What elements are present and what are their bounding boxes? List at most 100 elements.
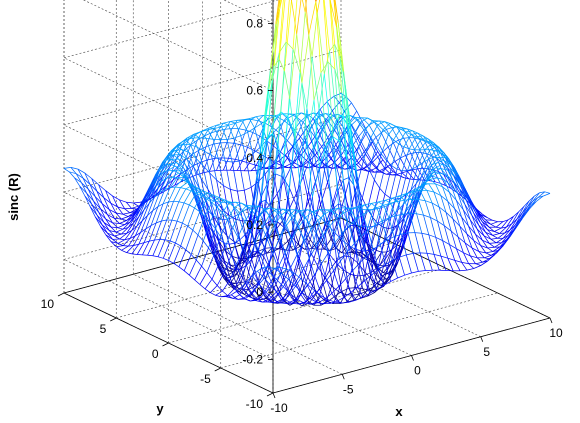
surface-mesh-segment (337, 179, 344, 191)
surface-mesh-segment (119, 223, 125, 225)
surface-mesh-segment (305, 217, 312, 230)
surface-mesh-segment (105, 218, 112, 228)
surface-mesh-segment (309, 219, 316, 240)
surface-mesh-segment (230, 268, 237, 271)
surface-mesh-segment (469, 255, 476, 264)
surface-mesh-segment (437, 177, 445, 181)
surface-mesh-segment (396, 236, 403, 245)
surface-mesh-segment (348, 128, 355, 186)
surface-mesh-segment (385, 197, 393, 201)
surface-mesh-segment (367, 230, 374, 250)
x-tick-label: 5 (483, 345, 490, 359)
surface-mesh-segment (298, 256, 306, 273)
z-tick-label: 0.6 (246, 84, 263, 98)
surface-mesh-segment (261, 141, 268, 196)
surface-mesh-segment (353, 209, 360, 224)
surface-mesh-segment (327, 225, 335, 247)
surface-mesh-segment (284, 0, 292, 72)
surface-mesh-segment (336, 297, 345, 302)
surface-mesh-segment (211, 130, 219, 134)
surface-mesh-segment (278, 59, 285, 72)
surface-mesh-segment (306, 108, 315, 151)
surface-mesh-segment (164, 219, 173, 240)
surface-mesh-segment (381, 220, 388, 241)
surface-mesh-segment (201, 192, 209, 197)
surface-mesh-segment (334, 216, 341, 234)
surface-mesh-segment (445, 174, 452, 186)
surface-mesh-segment (364, 203, 372, 206)
surface-mesh-segment (353, 144, 361, 158)
surface-mesh-segment (284, 253, 291, 269)
surface-mesh-segment (375, 132, 382, 138)
surface-mesh-segment (301, 258, 310, 272)
surface-mesh-segment (176, 146, 183, 150)
surface-mesh-segment (115, 228, 124, 233)
surface-mesh-segment (499, 226, 507, 234)
surface-mesh-segment (225, 128, 233, 130)
surface-mesh-segment (296, 254, 303, 272)
surface-mesh-segment (231, 119, 238, 129)
surface-mesh-segment (256, 208, 265, 218)
surface-mesh-segment (242, 231, 251, 249)
surface-mesh-segment (156, 220, 162, 224)
surface-mesh-segment (261, 241, 270, 264)
surface-mesh-segment (450, 230, 457, 249)
surface-mesh-segment (112, 195, 119, 208)
surface-mesh-segment (405, 131, 412, 135)
surface-mesh-segment (173, 154, 179, 160)
surface-mesh-segment (430, 149, 436, 151)
surface-mesh-segment (348, 177, 355, 186)
surface-mesh-segment (122, 221, 131, 230)
surface-mesh-segment (175, 179, 183, 188)
surface-mesh-segment (116, 245, 124, 248)
surface-mesh-segment (442, 186, 449, 202)
surface-mesh-segment (311, 56, 320, 110)
surface-mesh-segment (211, 263, 220, 280)
surface-mesh-segment (490, 221, 498, 225)
surface-mesh-segment (283, 188, 290, 228)
surface-mesh-segment (272, 267, 280, 269)
surface-mesh-segment (303, 222, 310, 239)
surface-mesh-segment (374, 225, 381, 245)
surface-mesh-segment (293, 210, 301, 216)
surface-mesh-segment (395, 215, 402, 235)
surface-mesh-segment (171, 158, 178, 164)
surface-mesh-segment (452, 218, 459, 238)
surface-mesh-segment (352, 262, 360, 272)
surface-mesh-segment (141, 203, 150, 221)
surface-mesh-segment (445, 212, 452, 232)
surface-mesh-segment (428, 156, 434, 160)
surface-mesh-segment (211, 202, 218, 208)
surface-mesh-segment (174, 174, 181, 186)
surface-mesh-segment (487, 254, 495, 262)
surface-mesh-segment (398, 131, 406, 145)
surface-mesh-segment (449, 166, 457, 176)
surface-mesh-segment (193, 167, 200, 189)
surface-mesh-segment (218, 241, 225, 261)
surface-mesh-segment (426, 252, 435, 255)
surface-mesh-segment (370, 124, 379, 138)
surface-mesh-segment (334, 68, 343, 93)
surface-mesh-segment (480, 222, 488, 230)
surface-mesh-segment (117, 227, 124, 230)
surface-mesh-segment (274, 299, 282, 304)
surface-mesh-segment (342, 179, 351, 226)
surface-mesh-segment (157, 203, 164, 208)
surface-mesh-segment (426, 190, 433, 204)
surface-mesh-segment (484, 255, 492, 259)
surface-mesh-segment (230, 264, 236, 269)
surface-mesh-segment (190, 190, 197, 194)
surface-mesh-segment (428, 168, 434, 171)
surface-mesh-segment (381, 218, 390, 224)
surface-mesh-segment (181, 149, 188, 160)
surface-mesh-segment (382, 159, 389, 167)
surface-mesh-segment (171, 219, 178, 222)
surface-mesh-segment (354, 162, 363, 170)
surface-mesh-segment (301, 160, 309, 192)
surface-mesh-segment (358, 129, 367, 147)
surface-mesh-segment (123, 245, 129, 247)
surface-mesh-segment (389, 123, 396, 127)
surface-mesh-segment (440, 168, 447, 175)
surface-mesh-segment (166, 201, 174, 221)
surface-mesh-segment (461, 186, 467, 202)
